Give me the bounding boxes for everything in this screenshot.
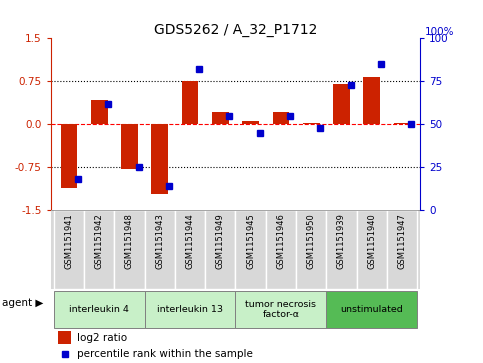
Bar: [242, 122, 259, 124]
Text: interleukin 4: interleukin 4: [69, 305, 129, 314]
Text: GSM1151950: GSM1151950: [307, 213, 316, 269]
Text: 100%: 100%: [425, 27, 454, 37]
Bar: [296, 211, 327, 289]
Bar: [236, 211, 266, 289]
Text: GSM1151939: GSM1151939: [337, 213, 346, 269]
Bar: [60, 124, 77, 188]
Text: GSM1151941: GSM1151941: [64, 213, 73, 269]
Bar: [327, 291, 417, 327]
Bar: [363, 77, 380, 124]
Bar: [54, 291, 144, 327]
Text: interleukin 13: interleukin 13: [157, 305, 223, 314]
Bar: [333, 84, 350, 124]
Text: GSM1151946: GSM1151946: [276, 213, 285, 269]
Bar: [54, 211, 84, 289]
Bar: [205, 211, 236, 289]
Text: GSM1151947: GSM1151947: [398, 213, 407, 269]
Bar: [151, 124, 168, 195]
Bar: [387, 211, 417, 289]
Bar: [175, 211, 205, 289]
Bar: [182, 81, 199, 124]
Bar: [272, 112, 289, 124]
Text: GSM1151940: GSM1151940: [367, 213, 376, 269]
Bar: [144, 291, 236, 327]
Bar: [356, 211, 387, 289]
Text: agent ▶: agent ▶: [2, 298, 44, 308]
Bar: [303, 123, 320, 124]
Text: log2 ratio: log2 ratio: [77, 333, 127, 343]
Bar: [266, 211, 296, 289]
Bar: [121, 124, 138, 169]
Bar: [84, 211, 114, 289]
Bar: [144, 211, 175, 289]
Text: GSM1151948: GSM1151948: [125, 213, 134, 269]
Bar: [114, 211, 144, 289]
Text: unstimulated: unstimulated: [341, 305, 403, 314]
Text: GSM1151944: GSM1151944: [185, 213, 195, 269]
Text: tumor necrosis
factor-α: tumor necrosis factor-α: [245, 299, 316, 319]
Text: GSM1151945: GSM1151945: [246, 213, 255, 269]
Title: GDS5262 / A_32_P1712: GDS5262 / A_32_P1712: [154, 23, 317, 37]
Bar: [394, 123, 411, 124]
Bar: [91, 100, 108, 124]
Bar: [327, 211, 356, 289]
Text: GSM1151942: GSM1151942: [95, 213, 104, 269]
Text: percentile rank within the sample: percentile rank within the sample: [77, 349, 253, 359]
Bar: [236, 291, 327, 327]
Bar: [58, 331, 71, 344]
Text: GSM1151943: GSM1151943: [155, 213, 164, 269]
Bar: [212, 112, 228, 124]
Text: GSM1151949: GSM1151949: [216, 213, 225, 269]
